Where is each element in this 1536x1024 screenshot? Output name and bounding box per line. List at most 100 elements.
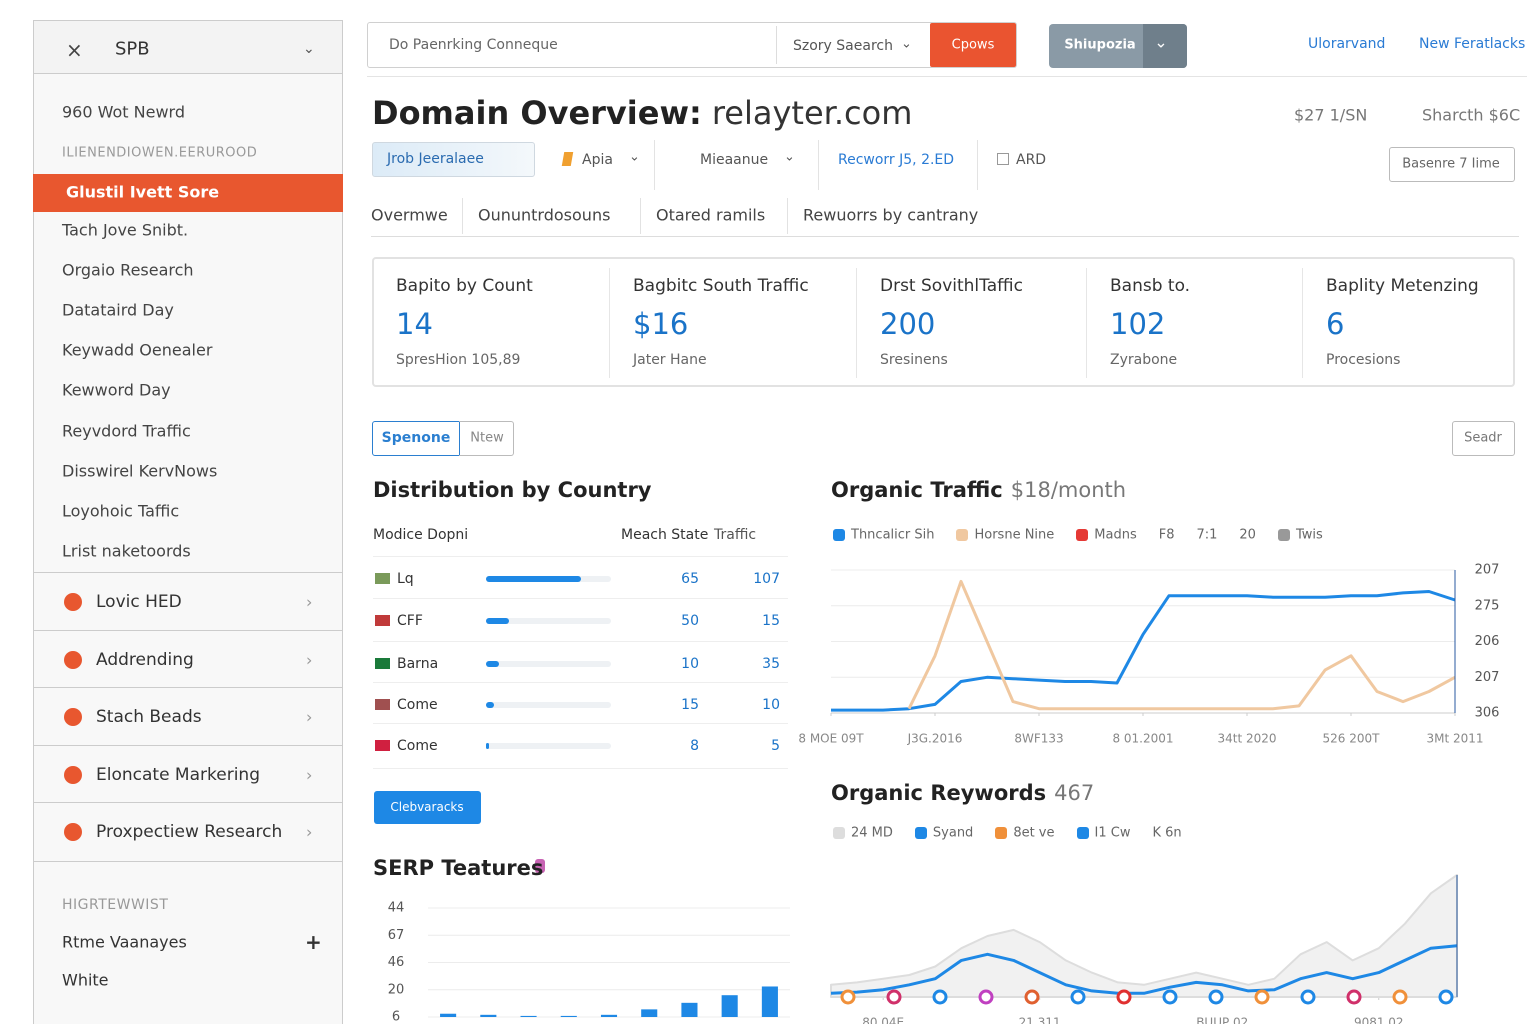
y-tick-label: 67 bbox=[388, 928, 405, 943]
state-value: 65 bbox=[681, 571, 699, 587]
nav-item[interactable]: Rtme Vaanayes bbox=[62, 932, 187, 952]
section-title: Distribution by Country bbox=[373, 478, 652, 502]
nav-section[interactable]: Stach Beads bbox=[96, 707, 202, 727]
tab[interactable]: Otared ramils bbox=[656, 205, 766, 225]
caret: ⌄ bbox=[1154, 32, 1168, 52]
section-border bbox=[33, 861, 343, 862]
nav-item[interactable]: Loyohoic Taffic bbox=[62, 501, 180, 521]
tab-divider bbox=[787, 198, 788, 234]
section-border bbox=[33, 802, 343, 803]
compare-button-bg[interactable] bbox=[1389, 147, 1515, 182]
project-caret-bg[interactable] bbox=[1143, 24, 1187, 68]
filter-measure[interactable]: Mieaanue bbox=[700, 152, 769, 168]
toggle-inactive[interactable] bbox=[459, 421, 514, 456]
toggle-option[interactable]: Spenone bbox=[381, 430, 451, 446]
checkbox[interactable] bbox=[997, 153, 1009, 165]
top-link[interactable]: New Feratlacks bbox=[1419, 36, 1526, 52]
traffic-value: 10 bbox=[762, 697, 780, 713]
seadr-button-bg[interactable] bbox=[1452, 421, 1515, 456]
legend-entry[interactable]: I1 Cw bbox=[1094, 825, 1131, 841]
legend-entry[interactable]: F8 bbox=[1158, 527, 1175, 543]
nav-item[interactable]: 960 Wot Newrd bbox=[62, 102, 186, 122]
event-dot bbox=[1024, 989, 1040, 1005]
event-dot bbox=[1116, 989, 1132, 1005]
nav-item[interactable]: Tach Jove Snibt. bbox=[62, 220, 189, 240]
filter-checkbox[interactable]: ARD bbox=[1016, 152, 1047, 168]
toggle-active[interactable] bbox=[372, 421, 460, 456]
row-rule bbox=[373, 556, 788, 557]
group-label: ILIENENDIOWEN.EERUROOD bbox=[62, 145, 258, 161]
country-name: CFF bbox=[397, 613, 423, 629]
database-chip[interactable] bbox=[372, 142, 535, 177]
search-button[interactable]: Cpows bbox=[951, 37, 995, 53]
filter-database[interactable]: Jrob Jeeralaee bbox=[387, 151, 484, 167]
search-input[interactable]: Do Paenrking Conneque bbox=[389, 37, 558, 53]
metric-label: Bagbitc South Traffic bbox=[633, 276, 809, 296]
nav-item-active[interactable]: Glustil Ivett Sore bbox=[66, 182, 220, 202]
x-tick-label: 8WF133 bbox=[1014, 732, 1063, 746]
nav-section[interactable]: Proxpectiew Research bbox=[96, 822, 283, 842]
nav-item[interactable]: Keywadd Oenealer bbox=[62, 340, 213, 360]
legend-swatch bbox=[833, 827, 845, 839]
nav-section[interactable]: Lovic HED bbox=[96, 592, 182, 612]
x-tick-label: 526 200T bbox=[1323, 732, 1381, 746]
legend-entry[interactable]: K 6n bbox=[1152, 825, 1182, 841]
event-dot bbox=[886, 989, 902, 1005]
nav-item[interactable]: Kewword Day bbox=[62, 380, 171, 400]
nav-item[interactable]: Lrist naketoords bbox=[62, 541, 191, 561]
nav-item[interactable]: Disswirel KervNows bbox=[62, 461, 218, 481]
legend-entry[interactable]: Thncalicr Sih bbox=[851, 527, 935, 543]
state-value: 8 bbox=[690, 738, 699, 754]
tab[interactable]: Oununtrdosouns bbox=[478, 205, 611, 225]
flag bbox=[375, 740, 390, 751]
state-value: 50 bbox=[681, 613, 699, 629]
row-rule bbox=[373, 641, 788, 642]
filter-device[interactable]: Apia bbox=[582, 152, 613, 168]
nav-section[interactable]: Addrending bbox=[96, 649, 194, 670]
country-name: Barna bbox=[397, 656, 439, 672]
toggle-option[interactable]: Ntew bbox=[470, 430, 504, 446]
legend-swatch bbox=[956, 529, 969, 541]
legend-entry[interactable]: Madns bbox=[1094, 527, 1137, 543]
traffic-value: 35 bbox=[762, 656, 780, 672]
project-button[interactable]: Shiupozia bbox=[1064, 37, 1136, 53]
top-link[interactable]: Ulorarvand bbox=[1308, 36, 1386, 52]
filter-divider bbox=[654, 140, 655, 190]
metric-label: Baplity Metenzing bbox=[1326, 276, 1479, 296]
share-bar bbox=[486, 576, 581, 582]
legend-entry[interactable]: Horsne Nine bbox=[974, 527, 1055, 543]
nav-item[interactable]: Orgaio Research bbox=[62, 260, 194, 280]
legend-entry[interactable]: 8et ve bbox=[1013, 825, 1055, 841]
table-button[interactable]: Clebvaracks bbox=[390, 800, 464, 814]
filter-date[interactable]: Recworr J5, 2.ED bbox=[838, 152, 955, 168]
compare-button[interactable]: Basenre 7 Iime bbox=[1402, 156, 1500, 172]
legend-entry[interactable]: 24 MD bbox=[851, 825, 893, 841]
y-tick-label: 207 bbox=[1475, 563, 1500, 578]
tab[interactable]: Rewuorrs by cantrany bbox=[803, 205, 979, 225]
top-rule bbox=[367, 76, 1527, 77]
seadr-button[interactable]: Seadr bbox=[1464, 430, 1502, 446]
tab[interactable]: Overmwe bbox=[371, 205, 448, 225]
nav-item[interactable]: White bbox=[62, 970, 109, 990]
row-rule bbox=[373, 768, 788, 769]
bar bbox=[761, 986, 778, 1017]
search-type[interactable]: Szory Saearch bbox=[793, 38, 893, 54]
event-dot bbox=[1438, 989, 1454, 1005]
legend-entry[interactable]: Twis bbox=[1295, 527, 1323, 543]
legend-entry[interactable]: Syand bbox=[932, 825, 974, 841]
legend-swatch bbox=[914, 827, 927, 839]
legend-swatch bbox=[1076, 529, 1089, 541]
nav-item[interactable]: Reyvdord Traffic bbox=[62, 421, 191, 440]
caret: ⌄ bbox=[784, 149, 795, 165]
nav-item[interactable]: Datataird Day bbox=[62, 300, 174, 320]
legend-entry[interactable]: 20 bbox=[1239, 527, 1256, 543]
legend-entry[interactable]: 7:1 bbox=[1196, 527, 1218, 543]
search-box[interactable] bbox=[367, 22, 1017, 68]
nav-section[interactable]: Eloncate Markering bbox=[96, 764, 260, 785]
y-tick-label: 46 bbox=[388, 955, 405, 970]
filter-divider bbox=[977, 140, 978, 190]
y-tick-label: 20 bbox=[388, 982, 405, 997]
table-button-bg[interactable] bbox=[374, 791, 481, 824]
search-button-bg[interactable] bbox=[930, 23, 1016, 67]
